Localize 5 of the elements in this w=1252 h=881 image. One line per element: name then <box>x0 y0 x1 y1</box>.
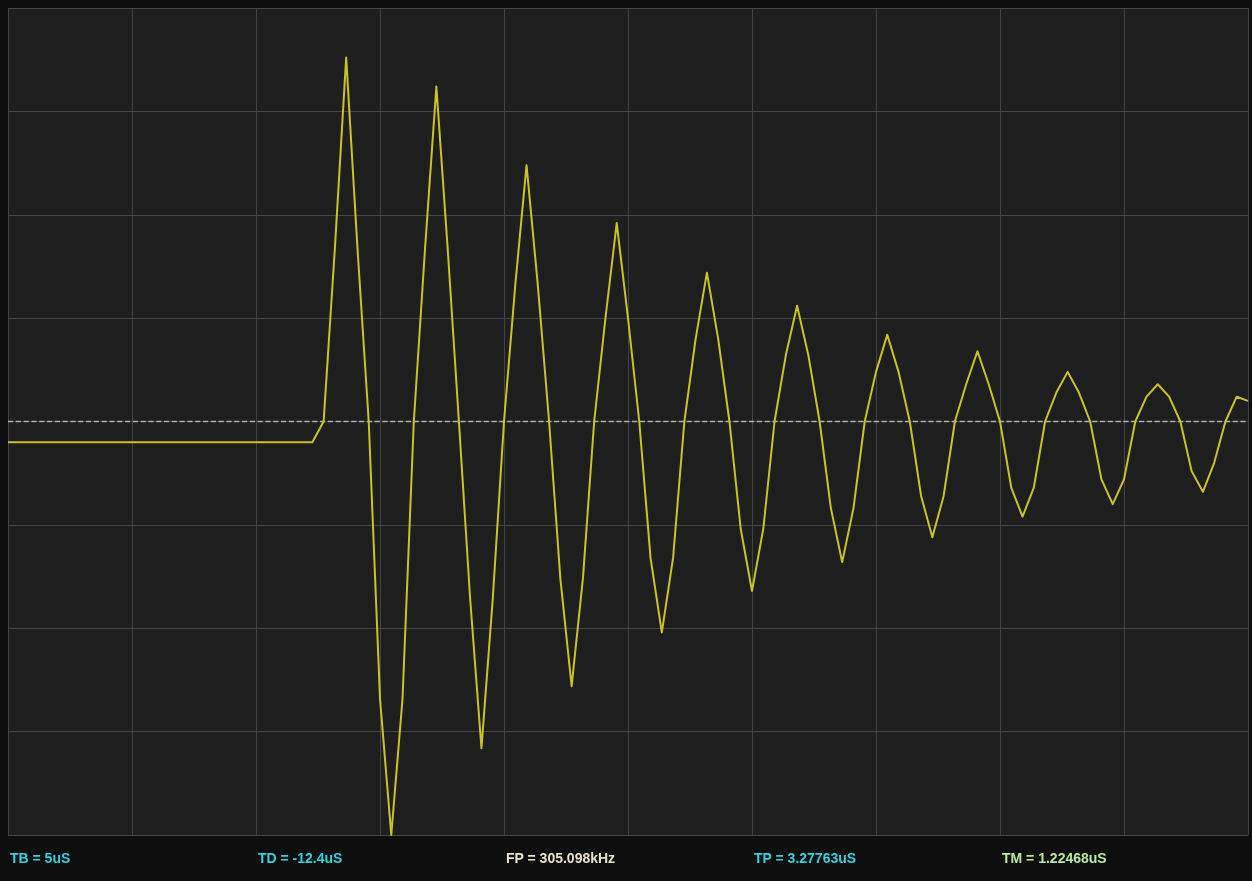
text: TD = -12.4uS <box>258 850 343 866</box>
text: FP = 305.098kHz <box>506 850 616 866</box>
text: TM = 1.22468uS <box>1002 850 1107 866</box>
text: TB = 5uS <box>10 850 71 866</box>
text: TP = 3.27763uS <box>754 850 857 866</box>
